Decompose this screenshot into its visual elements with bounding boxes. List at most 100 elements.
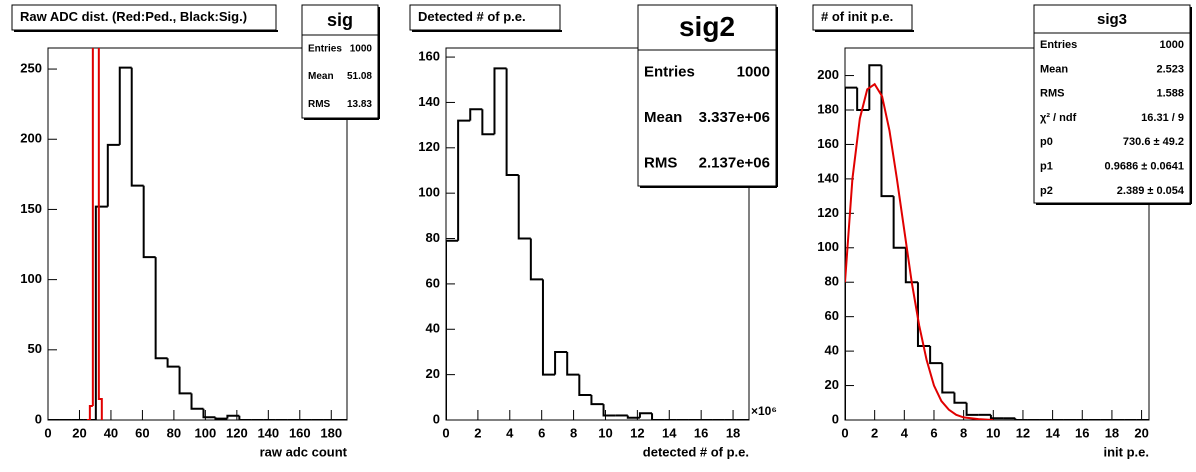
stats-label: RMS: [308, 99, 331, 110]
x-tick-label: 2: [474, 425, 481, 440]
stats-label: p1: [1040, 160, 1053, 172]
stats-box: [1033, 4, 1191, 204]
histogram-bin: [953, 392, 967, 404]
x-tick-label: 8: [960, 425, 967, 440]
title-box: [409, 4, 561, 31]
x-tick-label: 14: [662, 425, 677, 440]
histogram-bin: [892, 196, 906, 249]
histogram-bin: [590, 395, 604, 406]
histogram-bin: [457, 119, 471, 241]
histogram-bin: [541, 279, 556, 376]
plot-frame: [445, 47, 750, 421]
histogram-bin: [578, 374, 592, 397]
stats-label: RMS: [644, 154, 677, 171]
plot-frame: [47, 47, 348, 421]
stats-value: 13.83: [347, 99, 372, 110]
x-tick-label: 16: [1075, 425, 1089, 440]
histogram-bin: [845, 86, 858, 420]
histogram-bin: [91, 48, 94, 406]
x-tick-label: 10: [986, 425, 1000, 440]
x-tick-label: 140: [257, 425, 279, 440]
stats-value: 16.31 / 9: [1141, 112, 1184, 124]
stats-label: χ² / ndf: [1040, 112, 1077, 124]
histogram-bin: [97, 48, 103, 420]
histogram-bin: [154, 257, 168, 360]
x-tick-label: 10: [598, 425, 612, 440]
y-tick-label: 80: [825, 274, 839, 289]
x-tick-label: 0: [44, 425, 51, 440]
stats-title: sig: [327, 10, 353, 30]
histogram-bin: [178, 366, 192, 395]
x-tick-label: 2: [871, 425, 878, 440]
stats-title: sig2: [679, 11, 735, 42]
y-tick-label: 200: [20, 131, 42, 146]
x-tick-label: 4: [901, 425, 909, 440]
stats-box: [301, 4, 379, 119]
histogram-bin: [566, 351, 580, 376]
stats-value: 1000: [737, 64, 770, 81]
stats-label: Mean: [644, 109, 682, 126]
y-tick-label: 0: [433, 411, 440, 426]
histogram-bin: [626, 415, 640, 419]
histogram-bin: [505, 68, 519, 177]
histogram-bin: [880, 65, 894, 198]
x-tick-label: 120: [226, 425, 248, 440]
histogram-bin: [88, 404, 93, 420]
stats-value: 730.6 ± 49.2: [1123, 136, 1184, 148]
histogram-bin: [529, 238, 543, 281]
x-tick-label: 8: [570, 425, 577, 440]
x-tick-label: 6: [538, 425, 545, 440]
histogram-bin: [856, 87, 870, 111]
y-tick-label: 20: [825, 377, 839, 392]
histogram-bin: [226, 414, 240, 419]
y-tick-label: 250: [20, 60, 42, 75]
y-tick-label: 60: [825, 308, 839, 323]
x-tick-label: 80: [167, 425, 181, 440]
x-tick-label: 20: [1134, 425, 1148, 440]
y-tick-label: 120: [418, 139, 440, 154]
y-tick-label: 0: [832, 411, 839, 426]
histogram-bin: [94, 205, 108, 420]
x-tick-label: 12: [1016, 425, 1030, 440]
histogram-bin: [190, 393, 204, 410]
histogram-bin: [517, 175, 531, 240]
stats-value: 2.523: [1156, 63, 1184, 75]
histogram-bin: [989, 414, 1004, 420]
histogram-bin: [469, 108, 483, 121]
stats-label: Entries: [1040, 39, 1077, 51]
y-tick-label: 50: [28, 341, 42, 356]
histogram-bin: [106, 143, 120, 207]
x-tick-label: 60: [135, 425, 149, 440]
y-tick-label: 100: [20, 271, 42, 286]
x-tick-label: 18: [726, 425, 740, 440]
histogram-bin: [965, 402, 979, 416]
y-tick-label: 20: [426, 366, 440, 381]
x-tick-label: 160: [289, 425, 311, 440]
histogram-bin: [904, 247, 918, 284]
y-tick-label: 100: [817, 239, 839, 254]
x-exponent: ×10⁶: [751, 404, 777, 418]
y-tick-label: 120: [817, 205, 839, 220]
histogram-bin: [202, 408, 216, 419]
y-tick-label: 160: [817, 136, 839, 151]
stats-label: Entries: [644, 64, 695, 81]
histogram-bin: [554, 350, 568, 375]
y-tick-label: 80: [426, 230, 440, 245]
y-tick-label: 100: [418, 185, 440, 200]
stats-value: 1000: [350, 43, 373, 54]
histogram-bin: [868, 64, 882, 110]
stats-label: Mean: [308, 71, 334, 82]
histogram-bin: [638, 412, 653, 418]
histogram-bin: [166, 358, 180, 368]
stats-title: sig3: [1097, 11, 1127, 28]
stats-value: 51.08: [347, 71, 372, 82]
histogram-bin: [1014, 418, 1028, 420]
x-axis-label: raw adc count: [260, 444, 348, 459]
histogram-bin: [916, 282, 931, 347]
histogram-bin: [493, 67, 507, 135]
x-tick-label: 14: [1045, 425, 1060, 440]
stats-label: p0: [1040, 136, 1053, 148]
y-tick-label: 140: [418, 94, 440, 109]
stats-value: 2.389 ± 0.054: [1117, 185, 1185, 197]
